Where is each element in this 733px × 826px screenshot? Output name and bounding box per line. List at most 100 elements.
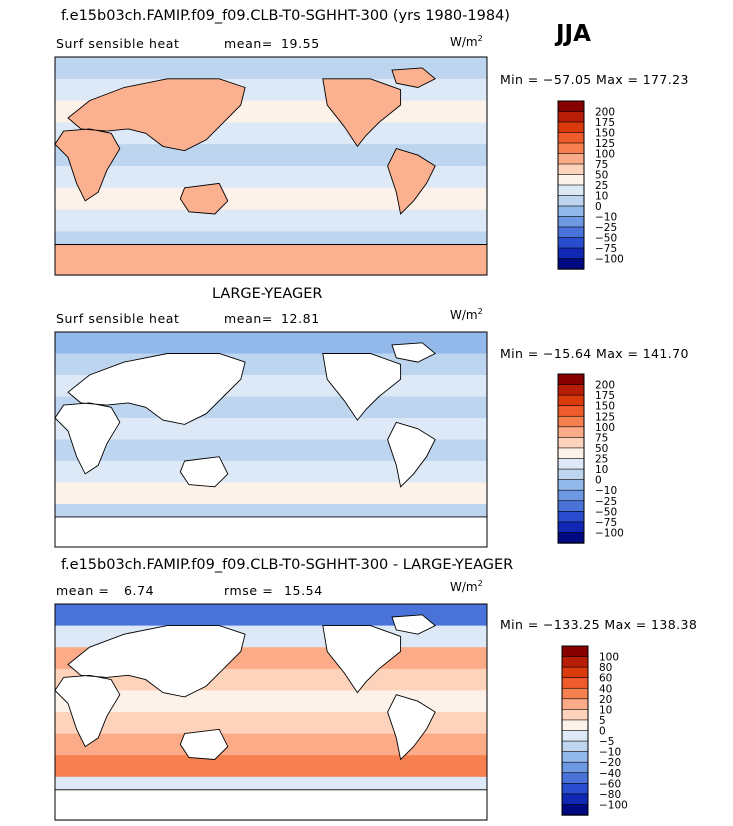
colorbar-2-border bbox=[557, 373, 585, 544]
panel-1-min-max: Min = −57.05 Max = 177.23 bbox=[500, 72, 689, 87]
colorbar-3-tick-label: −60 bbox=[599, 778, 621, 790]
colorbar-3-swatch bbox=[561, 761, 589, 774]
colorbar-3-tick-label: 40 bbox=[599, 683, 612, 695]
colorbar-2-swatch bbox=[557, 384, 585, 396]
colorbar-3-swatch bbox=[561, 709, 589, 721]
colorbar-1-swatch bbox=[557, 121, 585, 134]
panel-3-title: f.e15b03ch.FAMIP.f09_f09.CLB-T0-SGHHT-30… bbox=[61, 557, 514, 573]
colorbar-2-tick-label: −25 bbox=[595, 496, 617, 508]
map-1-coastlines bbox=[54, 67, 488, 276]
map-3-ocean-band bbox=[55, 733, 487, 756]
panel-1-mean-label: mean= bbox=[224, 36, 273, 51]
map-3-ocean-band bbox=[55, 690, 487, 713]
map-1-ocean-band bbox=[55, 209, 487, 232]
colorbar-3-tick-label: 20 bbox=[599, 694, 612, 706]
colorbar-3-tick-label: 0 bbox=[599, 726, 606, 738]
map-panel-2 bbox=[54, 331, 488, 548]
colorbar-3-tick-label: 60 bbox=[599, 673, 612, 685]
colorbar-1-swatch bbox=[557, 153, 585, 165]
map-1-ocean-band bbox=[55, 57, 487, 80]
colorbar-3-swatch bbox=[561, 793, 589, 806]
panel-2-units: W/m2 bbox=[450, 307, 483, 322]
colorbar-1-swatch bbox=[557, 205, 585, 218]
colorbar-3-swatch bbox=[561, 687, 589, 700]
colorbar-2-tick-label: −10 bbox=[595, 485, 617, 497]
panel-3-units: W/m2 bbox=[450, 579, 483, 594]
map-panel-3 bbox=[54, 603, 488, 821]
colorbar-2-swatch bbox=[557, 521, 585, 534]
colorbar-1-tick-label: 125 bbox=[595, 138, 615, 150]
colorbar-2-tick-label: 150 bbox=[595, 401, 615, 413]
colorbar-1-swatch bbox=[557, 132, 585, 144]
colorbar-3-tick-label: −5 bbox=[599, 736, 614, 748]
map-2-ocean-band bbox=[55, 461, 487, 484]
panel-3-rmse-label: rmse = bbox=[224, 583, 274, 598]
colorbar-1-swatch bbox=[557, 174, 585, 186]
colorbar-3-tick-label: −100 bbox=[599, 799, 628, 811]
colorbar-1-swatch bbox=[557, 195, 585, 207]
colorbar-2-swatch bbox=[557, 426, 585, 439]
colorbar-2-swatch bbox=[557, 415, 585, 428]
map-panel-1 bbox=[54, 56, 488, 276]
colorbar-3-swatch bbox=[561, 730, 589, 742]
colorbar-2-tick-label: −75 bbox=[595, 517, 617, 529]
colorbar-1-tick-label: 75 bbox=[595, 159, 608, 171]
colorbar-3-tick-label: −10 bbox=[599, 747, 621, 759]
colorbar-3-swatch bbox=[561, 656, 589, 668]
map-3-ocean-band bbox=[55, 604, 487, 627]
colorbar-1-tick-label: 200 bbox=[595, 107, 615, 119]
map-3-ocean-band bbox=[55, 712, 487, 735]
map-2-frame bbox=[54, 331, 488, 548]
panel-2-variable-label: Surf sensible heat bbox=[56, 311, 180, 326]
colorbar-2-tick-label: 0 bbox=[595, 475, 602, 487]
panel-2-min-max: Min = −15.64 Max = 141.70 bbox=[500, 346, 689, 361]
colorbar-1-tick-label: −75 bbox=[595, 243, 617, 255]
colorbar-2-swatch bbox=[557, 500, 585, 513]
colorbar-1-tick-label: −25 bbox=[595, 222, 617, 234]
colorbar-1-tick-label: −100 bbox=[595, 254, 624, 266]
panel-3-mean-label: mean = bbox=[56, 583, 110, 598]
colorbar-2-swatch bbox=[557, 489, 585, 502]
colorbar-1-swatch bbox=[557, 100, 585, 113]
colorbar-1-tick-label: −50 bbox=[595, 233, 617, 245]
colorbar-1-swatch bbox=[557, 163, 585, 176]
colorbar-1-swatch bbox=[557, 142, 585, 155]
colorbar-3-swatch bbox=[561, 677, 589, 689]
colorbar-2-tick-label: 200 bbox=[595, 380, 615, 392]
panel-1-units: W/m2 bbox=[450, 34, 483, 49]
colorbar-3-swatch bbox=[561, 719, 589, 732]
colorbar-3-swatch bbox=[561, 740, 589, 753]
colorbar-1-swatch bbox=[557, 111, 585, 123]
panel-1-mean-value: 19.55 bbox=[281, 36, 320, 51]
map-2-ocean-band bbox=[55, 418, 487, 441]
colorbar-3-swatch bbox=[561, 666, 589, 679]
colorbar-1-swatch bbox=[557, 247, 585, 260]
colorbar-3-tick-label: −20 bbox=[599, 757, 621, 769]
colorbar-3-tick-label: 80 bbox=[599, 662, 612, 674]
colorbar-3-swatch bbox=[561, 804, 589, 816]
colorbar-3-border bbox=[561, 645, 589, 816]
colorbar-1-tick-label: 150 bbox=[595, 128, 615, 140]
panel-2-title: LARGE-YEAGER bbox=[212, 286, 323, 302]
colorbar-2-tick-label: 75 bbox=[595, 432, 608, 444]
colorbar-2-swatch bbox=[557, 479, 585, 491]
colorbar-1-tick-label: 100 bbox=[595, 149, 615, 161]
colorbar-2-tick-label: 10 bbox=[595, 464, 608, 476]
colorbar-2-swatch bbox=[557, 468, 585, 481]
colorbar-1-swatch bbox=[557, 237, 585, 249]
colorbar-1-tick-label: 175 bbox=[595, 117, 615, 129]
colorbar-2-swatch bbox=[557, 405, 585, 417]
map-3-ocean-band bbox=[55, 755, 487, 778]
panel-1-variable-label: Surf sensible heat bbox=[56, 36, 180, 51]
colorbar-2-swatch bbox=[557, 437, 585, 449]
colorbar-1-swatch bbox=[557, 258, 585, 270]
map-3-frame bbox=[54, 603, 488, 821]
colorbar-3-swatch bbox=[561, 751, 589, 763]
colorbar-2-swatch bbox=[557, 447, 585, 460]
colorbar-3-swatch bbox=[561, 698, 589, 711]
map-2-ocean-band bbox=[55, 439, 487, 462]
map-1-ocean-band bbox=[55, 187, 487, 211]
